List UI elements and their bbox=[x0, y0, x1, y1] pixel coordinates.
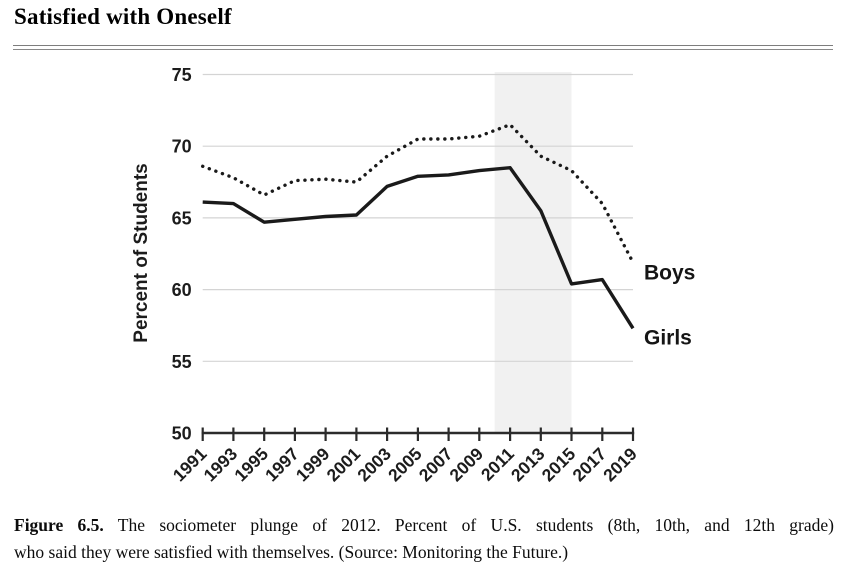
y-tick-label: 65 bbox=[172, 208, 192, 228]
caption-line1-text: The sociometer plunge of 2012. Percent o… bbox=[103, 515, 834, 535]
x-tick-label: 2013 bbox=[507, 444, 549, 486]
page-title: Satisfied with Oneself bbox=[14, 4, 232, 29]
x-tick-label: 2015 bbox=[538, 444, 580, 486]
boys-line bbox=[200, 122, 635, 265]
y-tick-label: 70 bbox=[172, 137, 192, 157]
caption-line2: who said they were satisfied with themse… bbox=[14, 541, 569, 562]
chart-canvas: 50 55 60 65 70 75 1991 1993 1995 1997 1999 2001 2003… bbox=[0, 55, 847, 515]
caption-line1: Figure 6.5. The sociometer plunge of 201… bbox=[14, 512, 834, 539]
title-divider bbox=[13, 45, 833, 50]
x-tick-label: 2001 bbox=[323, 444, 365, 486]
caption-figure-label: Figure 6.5. bbox=[14, 515, 104, 535]
boys-series-label: Boys bbox=[644, 261, 695, 284]
figure-caption: Figure 6.5. The sociometer plunge of 201… bbox=[14, 512, 834, 565]
girls-line bbox=[202, 165, 635, 330]
x-tick-label: 1997 bbox=[261, 444, 303, 486]
x-tick-label: 2011 bbox=[477, 443, 518, 484]
x-tick-label: 2019 bbox=[599, 444, 641, 486]
x-tick-label: 2007 bbox=[415, 444, 457, 486]
y-tick-label: 60 bbox=[172, 280, 192, 300]
x-tick-label: 1991 bbox=[169, 444, 211, 486]
x-tick-label: 2009 bbox=[445, 444, 487, 486]
y-tick-label: 50 bbox=[172, 424, 192, 444]
x-tick-label: 2005 bbox=[384, 444, 426, 486]
x-tick-label: 2017 bbox=[568, 444, 610, 486]
y-tick-label: 75 bbox=[172, 65, 192, 85]
chart-svg: 50 55 60 65 70 75 1991199319951997199920012003… bbox=[131, 65, 695, 486]
y-tick-label: 55 bbox=[172, 352, 192, 372]
y-axis-title: Percent of Students bbox=[131, 163, 152, 342]
x-tick-label: 1993 bbox=[200, 444, 242, 486]
x-tick-label: 2003 bbox=[353, 444, 395, 486]
sociometer-line-chart: 50 55 60 65 70 75 1991 1993 1995 1997 1999 2001 2003… bbox=[0, 55, 847, 515]
x-tick-label: 1995 bbox=[230, 444, 272, 486]
x-tick-label: 1999 bbox=[292, 444, 334, 486]
girls-series-label: Girls bbox=[644, 326, 692, 349]
